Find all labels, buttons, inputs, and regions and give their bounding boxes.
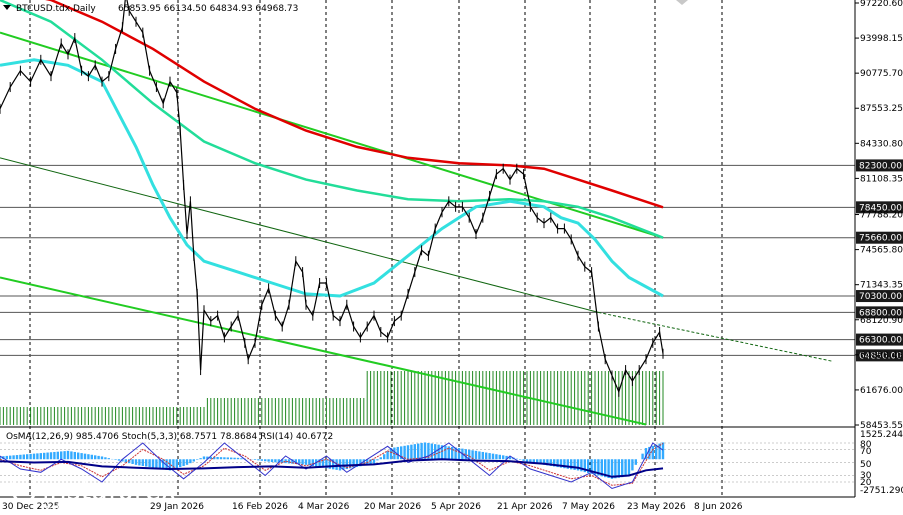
- x-tick-label: 16 Feb 2026: [232, 502, 288, 512]
- level-label-1: 78450.00: [859, 203, 902, 213]
- osc-tick-label: 50: [860, 460, 872, 470]
- stoch-main-line: [0, 442, 664, 490]
- x-tick-label: 29 Jan 2026: [150, 502, 204, 512]
- y-tick-label: 87553.25: [860, 104, 903, 114]
- osc-tick-label: -2751.2901: [860, 486, 903, 496]
- osc-tick-label: 20: [860, 478, 872, 488]
- x-tick-label: 8 Jun 2026: [694, 502, 743, 512]
- symbol-label: BTCUSD.tdx,Daily: [16, 4, 96, 14]
- osc-tick-label: 70: [860, 447, 872, 457]
- y-tick-label: 93998.15: [860, 34, 903, 44]
- oscillator-panel: [0, 442, 855, 490]
- ma-cyan-line: [0, 58, 664, 298]
- oscillator-header: OsMA(12,26,9) 985.4706 Stoch(5,3,3) 68.7…: [6, 432, 333, 442]
- osc-tick-label: 1525.2442: [860, 430, 903, 440]
- logo-tagline: Instant Forex Trading: [42, 503, 147, 514]
- y-tick-label: 81108.35: [860, 174, 903, 184]
- y-tick-label: 84330.80: [860, 139, 903, 149]
- price-line: [0, 0, 664, 394]
- stoch-signal-line: [0, 443, 664, 486]
- moving-averages: [0, 0, 664, 298]
- logo-mark-icon: [10, 475, 38, 503]
- logo-dot-icon: [20, 485, 28, 493]
- x-tick-label: 30 Dec 2025: [2, 502, 60, 512]
- osc-tick-label: 80: [860, 440, 872, 450]
- y-tick-label: 71343.35: [860, 281, 903, 291]
- instaforex-logo: instaforex Instant Forex Trading: [10, 475, 176, 514]
- level-label-3: 70300.00: [859, 292, 902, 302]
- y-tick-label: 77788.20: [860, 211, 903, 221]
- ma-teal-line: [0, 0, 664, 239]
- ma-red-line: [45, 0, 664, 209]
- level-label-bg: [856, 349, 903, 362]
- logo-text: instaforex: [42, 475, 176, 506]
- level-label-bg: [856, 231, 903, 244]
- ohlc-label: 65853.95 66134.50 64834.93 64968.73: [118, 4, 298, 14]
- level-label-bg: [856, 201, 903, 214]
- rsi-line: [0, 458, 664, 478]
- level-label-5: 66300.00: [859, 336, 902, 346]
- x-tick-label: 20 Mar 2026: [364, 502, 421, 512]
- y-tick-label: 97220.60: [860, 0, 903, 9]
- level-label-4: 68800.00: [859, 308, 902, 318]
- y-tick-label: 64898.45: [860, 351, 903, 361]
- channel-mid-line: [0, 157, 599, 313]
- level-label-bg: [856, 333, 903, 346]
- level-label-bg: [856, 290, 903, 303]
- y-axis-ticks: 97220.60 93998.15 90775.70 87553.25 84330.80…: [855, 0, 903, 431]
- y-tick-label: 90775.70: [860, 69, 903, 79]
- x-tick-label: 4 Mar 2026: [298, 502, 350, 512]
- level-label-6: 64850.00: [859, 351, 902, 361]
- level-label-bg: [856, 159, 903, 172]
- price-series: [0, 0, 664, 397]
- collapse-triangle-icon[interactable]: [3, 5, 11, 10]
- x-tick-label: 7 May 2026: [562, 502, 615, 512]
- channel-lower-line: [0, 276, 647, 426]
- level-label-bg: [856, 306, 903, 319]
- x-tick-label: 21 Apr 2026: [497, 502, 553, 512]
- y-tick-label: 58453.55: [860, 421, 903, 431]
- x-axis-ticks: 30 Dec 2025 29 Jan 2026 16 Feb 2026 4 Mar 2…: [2, 502, 743, 512]
- osc-tick-label: 30: [860, 471, 872, 481]
- level-label-0: 82300.00: [859, 161, 902, 171]
- x-tick-label: 23 May 2026: [627, 502, 686, 512]
- level-label-2: 75660.00: [859, 234, 902, 244]
- volume-bars: [0, 371, 664, 425]
- scroll-marker-icon: [676, 0, 688, 5]
- y-tick-label: 61676.00: [860, 386, 903, 396]
- y-tick-label: 68120.90: [860, 316, 903, 326]
- x-tick-label: 5 Apr 2026: [431, 502, 481, 512]
- y-tick-label: 74565.80: [860, 246, 903, 256]
